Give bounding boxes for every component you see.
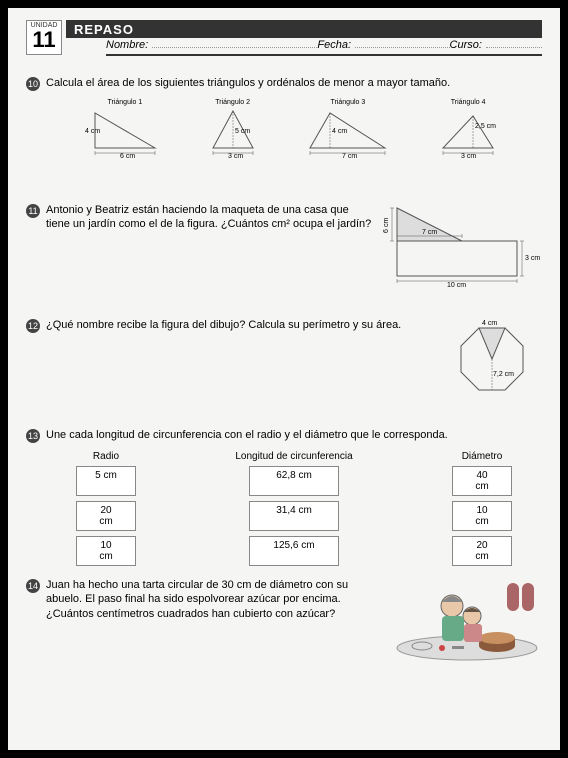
svg-text:4 cm: 4 cm [332, 128, 347, 135]
svg-text:10 cm: 10 cm [447, 282, 466, 288]
q-number: 10 [26, 77, 40, 91]
svg-text:7 cm: 7 cm [342, 153, 357, 158]
worksheet-page: UNIDAD 11 REPASO Nombre: Fecha: Curso: 1… [8, 8, 560, 750]
baking-illustration [392, 578, 542, 658]
triangle-3: Triángulo 3 4 cm 7 cm [300, 99, 395, 158]
match-row-2: 10 cm 125,6 cm 20 cm [76, 536, 512, 566]
question-12: 12 ¿Qué nombre recibe la figura del dibu… [26, 318, 447, 333]
match-row-0: 5 cm 62,8 cm 40 cm [76, 466, 512, 496]
svg-text:7 cm: 7 cm [422, 229, 437, 236]
question-10: 10 Calcula el área de los siguientes tri… [26, 76, 542, 91]
question-13: 13 Une cada longitud de circunferencia c… [26, 428, 542, 443]
triangle-4: Triángulo 4 2,5 cm 3 cm [433, 99, 503, 158]
svg-text:4 cm: 4 cm [482, 320, 497, 327]
header-longitud: Longitud de circunferencia [234, 451, 354, 462]
radio-cell: 10 cm [76, 536, 136, 566]
q-text: Antonio y Beatriz están haciendo la maqu… [46, 203, 372, 280]
q-number: 12 [26, 319, 40, 333]
q-text: ¿Qué nombre recibe la figura del dibujo?… [46, 318, 447, 333]
question-12-section: 12 ¿Qué nombre recibe la figura del dibu… [26, 318, 542, 403]
header-radio: Radio [76, 451, 136, 462]
fecha-label: Fecha: [317, 39, 351, 51]
longitud-cell: 31,4 cm [249, 501, 339, 531]
question-11: 11 Antonio y Beatriz están haciendo la m… [26, 203, 372, 280]
triangle-2: Triángulo 2 5 cm 3 cm [203, 99, 263, 158]
radio-cell: 5 cm [76, 466, 136, 496]
svg-text:2,5 cm: 2,5 cm [475, 123, 496, 130]
svg-text:4 cm: 4 cm [85, 128, 100, 135]
unit-number: 11 [32, 27, 55, 52]
q-text: Juan ha hecho una tarta circular de 30 c… [46, 578, 384, 650]
match-row-1: 20 cm 31,4 cm 10 cm [76, 501, 512, 531]
svg-text:6 cm: 6 cm [383, 218, 390, 233]
svg-text:7,2 cm: 7,2 cm [493, 371, 514, 378]
unit-badge: UNIDAD 11 [26, 20, 62, 55]
curso-label: Curso: [450, 39, 482, 51]
octagon-figure: 4 cm 7,2 cm [447, 318, 542, 403]
header-diametro: Diámetro [452, 451, 512, 462]
question-14: 14 Juan ha hecho una tarta circular de 3… [26, 578, 384, 650]
diametro-cell: 40 cm [452, 466, 512, 496]
svg-text:3 cm: 3 cm [525, 255, 540, 262]
diametro-cell: 10 cm [452, 501, 512, 531]
svg-text:3 cm: 3 cm [461, 153, 476, 158]
svg-text:6 cm: 6 cm [120, 153, 135, 158]
q-number: 13 [26, 429, 40, 443]
q-text: Une cada longitud de circunferencia con … [46, 428, 542, 443]
q-number: 11 [26, 204, 40, 218]
title-bar: REPASO [66, 20, 542, 38]
svg-text:5 cm: 5 cm [235, 128, 250, 135]
diametro-cell: 20 cm [452, 536, 512, 566]
svg-text:3 cm: 3 cm [228, 153, 243, 158]
match-headers: Radio Longitud de circunferencia Diámetr… [76, 451, 512, 462]
triangle-1: Triángulo 1 4 cm 6 cm [85, 99, 165, 158]
header: UNIDAD 11 REPASO Nombre: Fecha: Curso: [26, 20, 542, 74]
question-14-section: 14 Juan ha hecho una tarta circular de 3… [26, 578, 542, 658]
garden-figure: 10 cm 3 cm 6 cm 7 cm [382, 203, 542, 288]
q-text: Calcula el área de los siguientes triáng… [46, 76, 542, 91]
nombre-label: Nombre: [106, 39, 148, 51]
longitud-cell: 125,6 cm [249, 536, 339, 566]
question-11-section: 11 Antonio y Beatriz están haciendo la m… [26, 203, 542, 288]
q-number: 14 [26, 579, 40, 593]
longitud-cell: 62,8 cm [249, 466, 339, 496]
triangles-row: Triángulo 1 4 cm 6 cm Triángulo 2 5 cm 3… [66, 99, 522, 158]
radio-cell: 20 cm [76, 501, 136, 531]
name-row: Nombre: Fecha: Curso: [106, 38, 542, 56]
